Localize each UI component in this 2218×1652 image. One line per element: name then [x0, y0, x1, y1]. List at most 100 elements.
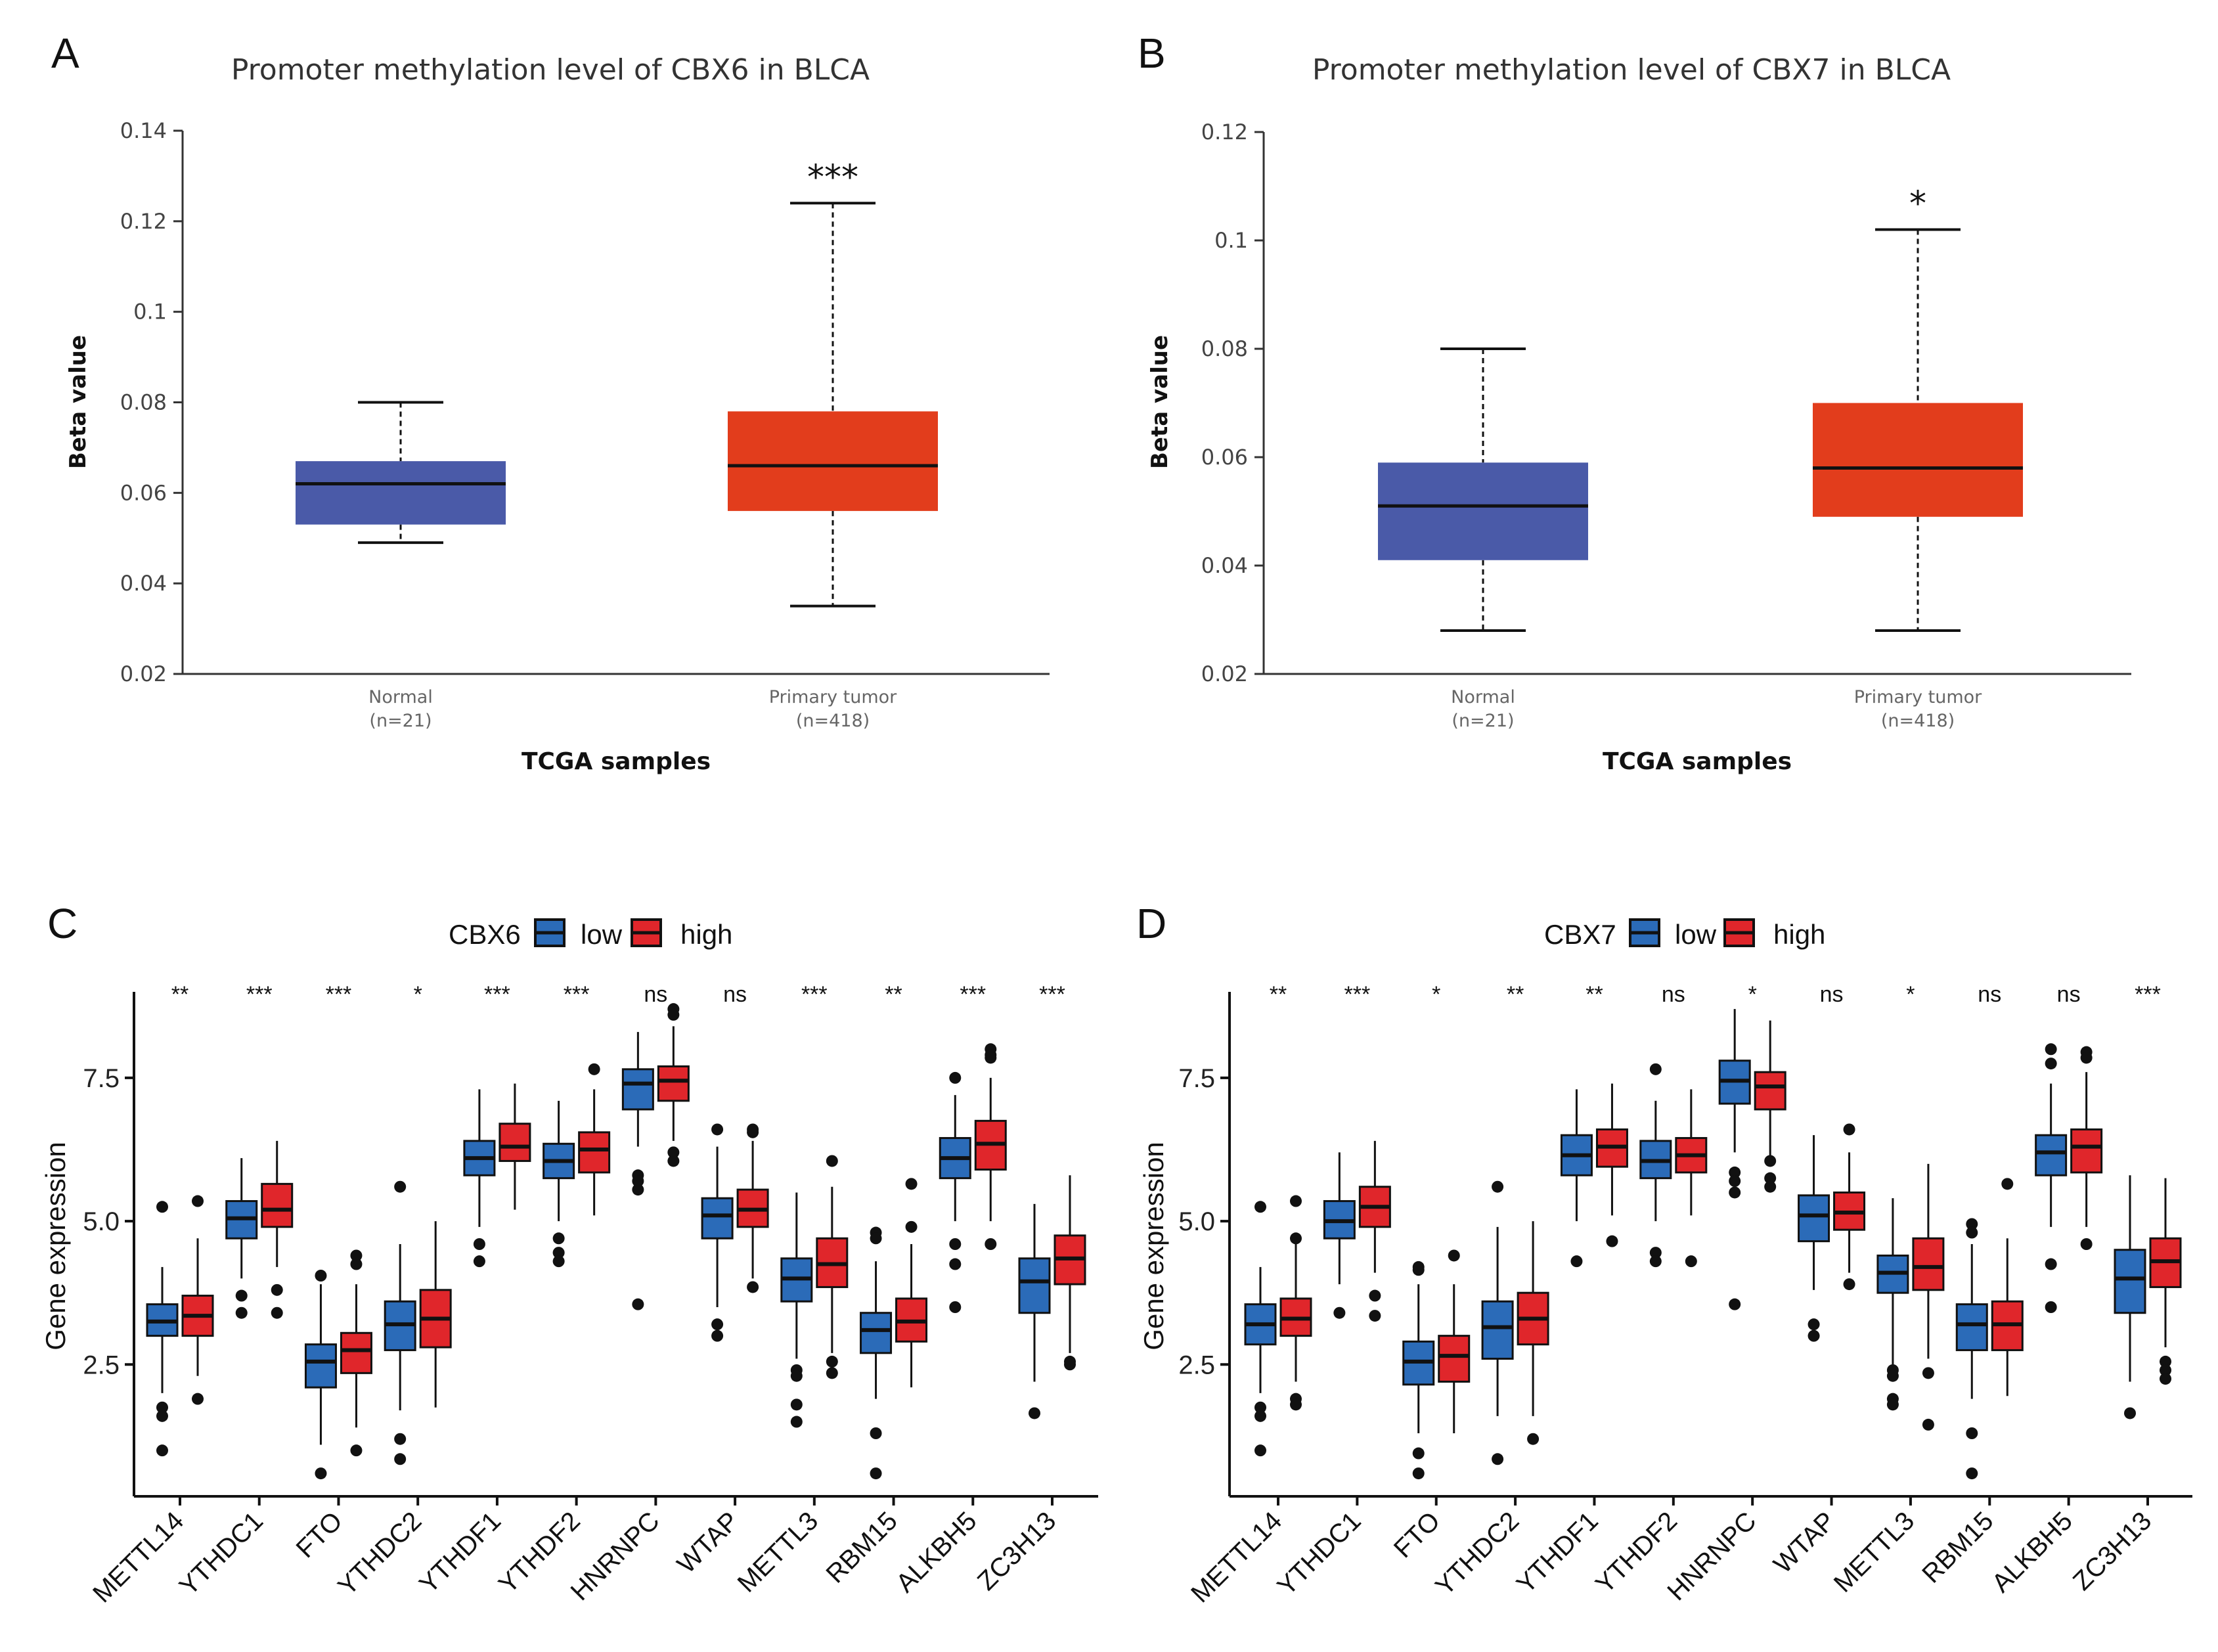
- outlier-point: [473, 1255, 485, 1268]
- outlier-point: [1254, 1444, 1266, 1457]
- plot-area-a: 0.02 0.04 0.06 0.08 0.1 0.12 0.14 Normal (n=21) P…: [120, 118, 1050, 731]
- y-tick-label: 7.5: [1178, 1064, 1215, 1093]
- outlier-point: [1966, 1427, 1978, 1439]
- outlier-point: [315, 1467, 327, 1480]
- box-low: [1481, 1300, 1514, 1360]
- significance-label: ***: [484, 982, 510, 1007]
- outlier-point: [2045, 1043, 2057, 1056]
- outlier-point: [747, 1281, 759, 1293]
- outlier-point: [1764, 1180, 1777, 1193]
- outlier-point: [1412, 1467, 1425, 1480]
- outlier-point: [1808, 1329, 1820, 1342]
- box-high: [657, 1065, 690, 1102]
- box-low: [701, 1197, 734, 1239]
- outlier-point: [1649, 1255, 1662, 1268]
- box-high: [2070, 1128, 2103, 1174]
- box-normal: [1378, 462, 1588, 560]
- y-axis-label-a: Beta value: [65, 335, 91, 469]
- outlier-point: [1290, 1398, 1302, 1411]
- significance-label: **: [1507, 982, 1524, 1007]
- y-axis-label-d: Gene expression: [1138, 1142, 1169, 1351]
- outlier-point: [2080, 1238, 2093, 1250]
- legend-high-d: high: [1773, 919, 1825, 950]
- box-tumor: [728, 411, 938, 511]
- outlier-point: [350, 1444, 363, 1457]
- outlier-point: [790, 1398, 803, 1411]
- outlier-point: [156, 1410, 168, 1422]
- outlier-point: [1843, 1123, 1855, 1136]
- x-tick-label: Primary tumor: [1854, 687, 1982, 707]
- outlier-point: [552, 1247, 565, 1259]
- x-tick-label: RBM15: [820, 1506, 902, 1588]
- x-tick-label: FTO: [291, 1506, 348, 1563]
- panel-label-b: B: [1138, 30, 1166, 77]
- outlier-point: [1886, 1398, 1899, 1411]
- panel-c: C CBX6 low high 2.55.07.5**METTL14***YTH…: [40, 900, 1098, 1609]
- outlier-point: [632, 1184, 644, 1196]
- outlier-point: [790, 1370, 803, 1382]
- legend-d: CBX7 low high: [1544, 918, 1825, 950]
- x-tick-label: YTHDC1: [174, 1506, 269, 1601]
- significance-label: *: [1906, 982, 1915, 1007]
- box-low: [1955, 1303, 1988, 1351]
- outlier-point: [1333, 1306, 1346, 1319]
- significance-label: **: [1270, 982, 1287, 1007]
- outlier-point: [985, 1238, 997, 1250]
- y-tick-label: 0.02: [1201, 661, 1248, 686]
- outlier-point: [711, 1329, 724, 1342]
- panel-a: A Promoter methylation level of CBX6 in …: [51, 30, 1050, 775]
- y-tick-label: 5.0: [83, 1207, 120, 1236]
- box-low: [1798, 1194, 1830, 1243]
- outlier-point: [1764, 1172, 1777, 1184]
- outlier-point: [2045, 1058, 2057, 1070]
- outlier-point: [826, 1355, 838, 1368]
- outlier-point: [1729, 1186, 1741, 1199]
- outlier-point: [826, 1367, 838, 1379]
- significance-label: **: [1586, 982, 1603, 1007]
- outlier-point: [2160, 1364, 2171, 1376]
- significance-label: ***: [801, 982, 828, 1007]
- outlier-point: [949, 1258, 962, 1270]
- outlier-point: [2160, 1373, 2171, 1385]
- panel-label-d: D: [1136, 900, 1166, 947]
- outlier-point: [552, 1232, 565, 1245]
- x-tick-label: METTL14: [1186, 1506, 1287, 1608]
- outlier-point: [667, 1155, 680, 1167]
- x-tick-sample-size: (n=21): [1452, 711, 1514, 731]
- box-low: [860, 1312, 893, 1354]
- outlier-point: [1843, 1278, 1855, 1291]
- outlier-point: [905, 1178, 918, 1190]
- x-tick-label: Normal: [368, 687, 433, 707]
- outlier-point: [905, 1220, 918, 1233]
- legend-title-d: CBX7: [1544, 919, 1616, 950]
- x-axis-label-b: TCGA samples: [1603, 748, 1792, 775]
- y-tick-label: 0.08: [1201, 336, 1248, 361]
- legend-low-d: low: [1675, 919, 1717, 950]
- outlier-point: [588, 1063, 600, 1075]
- x-tick-sample-size: (n=418): [796, 711, 870, 731]
- significance-label: ***: [564, 982, 590, 1007]
- outlier-point: [394, 1180, 407, 1193]
- y-tick-label: 5.0: [1178, 1207, 1215, 1236]
- y-tick-label: 0.14: [120, 118, 167, 143]
- outlier-point: [1412, 1447, 1425, 1460]
- outlier-point: [1254, 1201, 1266, 1213]
- outlier-point: [1922, 1367, 1934, 1379]
- outlier-point: [711, 1318, 724, 1331]
- outlier-point: [1922, 1418, 1934, 1431]
- outlier-point: [552, 1255, 565, 1268]
- x-tick-label: FTO: [1388, 1506, 1446, 1563]
- y-axis-label-c: Gene expression: [40, 1142, 71, 1351]
- significance-label: ***: [246, 982, 273, 1007]
- significance-label: ***: [807, 158, 858, 197]
- box-high: [1754, 1071, 1786, 1111]
- y-axis-label-b: Beta value: [1147, 335, 1173, 469]
- outlier-point: [1764, 1155, 1777, 1167]
- chart-title-a: Promoter methylation level of CBX6 in BL…: [231, 53, 870, 87]
- outlier-point: [394, 1433, 407, 1445]
- outlier-point: [271, 1306, 283, 1319]
- outlier-point: [949, 1301, 962, 1313]
- x-tick-label: ZC3H13: [2068, 1506, 2157, 1596]
- y-tick-label: 0.12: [1201, 120, 1248, 145]
